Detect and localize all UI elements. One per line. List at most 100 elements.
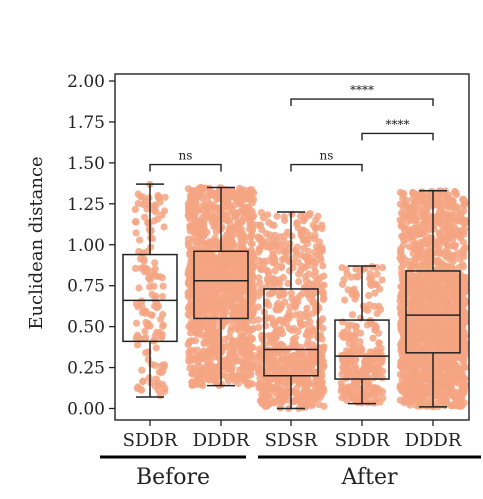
- swarm-point-1: [246, 218, 254, 226]
- swarm-point-4: [453, 368, 462, 376]
- box-1: [193, 186, 249, 387]
- swarm-point-4: [405, 205, 413, 213]
- box-4: [405, 189, 461, 408]
- swarm-point-3: [370, 302, 378, 311]
- swarm-point-1: [206, 362, 214, 370]
- swarm-point-2: [299, 217, 307, 225]
- swarm-point-2: [281, 346, 289, 355]
- swarm-point-1: [218, 223, 226, 231]
- significance-label: ****: [350, 83, 374, 97]
- swarm-point-0: [139, 378, 147, 386]
- swarm-point-2: [318, 221, 326, 229]
- swarm-point-2: [319, 362, 327, 370]
- swarm-point-1: [216, 298, 224, 306]
- swarm-point-1: [225, 204, 233, 212]
- swarm-point-1: [198, 306, 206, 314]
- x-tick-label: SDSR: [265, 430, 318, 451]
- swarm-point-2: [279, 352, 287, 360]
- swarm-point-2: [313, 355, 321, 363]
- y-axis: 0.00 0.25 0.50 0.75 1.00 1.25 1.50 1.75 2.00: [67, 72, 115, 420]
- swarm-point-0: [132, 334, 140, 342]
- swarm-point-0: [136, 236, 144, 244]
- swarm-point-2: [306, 253, 314, 262]
- swarm-point-3: [363, 380, 371, 388]
- swarm-point-4: [422, 389, 431, 397]
- y-tick-label: 0.00: [67, 400, 105, 420]
- swarm-point-4: [412, 272, 421, 280]
- swarm-point-4: [410, 244, 418, 253]
- iqr-box: [193, 250, 249, 320]
- swarm-point-3: [373, 281, 381, 289]
- swarm-point-1: [230, 349, 238, 357]
- swarm-point-2: [266, 243, 274, 251]
- swarm-point-4: [436, 394, 444, 402]
- swarm-point-1: [197, 267, 205, 275]
- swarm-point-1: [195, 326, 204, 334]
- y-tick-label: 0.50: [67, 318, 105, 338]
- swarm-point-1: [204, 249, 212, 257]
- swarm-point-4: [396, 396, 404, 404]
- swarm-point-3: [365, 291, 373, 300]
- swarm-point-4: [462, 279, 470, 287]
- swarm-point-1: [249, 324, 257, 332]
- swarm-point-1: [239, 262, 247, 270]
- swarm-point-2: [281, 298, 289, 306]
- swarm-point-4: [408, 281, 416, 289]
- swarm-point-3: [372, 396, 380, 404]
- swarm-point-1: [213, 339, 221, 347]
- swarm-point-2: [276, 375, 284, 383]
- swarm-point-0: [132, 300, 140, 308]
- swarm-point-0: [156, 392, 164, 400]
- swarm-point-0: [157, 362, 166, 370]
- swarm-point-3: [362, 305, 370, 313]
- swarm-point-0: [132, 319, 141, 327]
- swarm-point-1: [208, 272, 216, 280]
- swarm-point-1: [198, 256, 206, 264]
- swarm-point-1: [223, 235, 231, 243]
- swarm-point-2: [303, 262, 311, 270]
- swarm-point-1: [237, 187, 245, 195]
- swarm-point-2: [309, 341, 317, 349]
- swarm-point-1: [225, 193, 234, 201]
- swarm-point-1: [235, 366, 244, 374]
- swarm-point-2: [319, 288, 327, 296]
- swarm-point-4: [441, 227, 449, 236]
- swarm-point-1: [229, 271, 237, 279]
- swarm-point-2: [279, 319, 287, 327]
- swarm-point-2: [258, 387, 266, 395]
- swarm-point-4: [450, 375, 458, 383]
- swarm-point-2: [283, 249, 291, 257]
- swarm-point-0: [132, 229, 140, 237]
- y-tick-label: 1.50: [67, 154, 105, 174]
- swarm-point-4: [419, 260, 427, 268]
- x-tick-label: SDDR: [335, 430, 390, 451]
- swarm-point-4: [413, 391, 421, 399]
- swarm-point-2: [317, 281, 326, 289]
- swarm-point-4: [411, 369, 419, 377]
- swarm-point-1: [220, 199, 228, 207]
- swarm-point-1: [184, 203, 193, 211]
- swarm-point-1: [231, 194, 240, 202]
- swarm-point-1: [245, 186, 253, 194]
- swarm-point-0: [158, 274, 166, 282]
- swarm-point-2: [262, 266, 270, 274]
- swarm-point-3: [371, 289, 379, 297]
- swarm-point-3: [337, 379, 345, 387]
- swarm-point-4: [429, 277, 437, 285]
- swarm-point-4: [455, 396, 463, 404]
- significance-bracket: [290, 98, 434, 107]
- swarm-point-1: [205, 243, 214, 251]
- swarm-point-4: [459, 238, 467, 246]
- swarm-point-3: [367, 319, 375, 327]
- swarm-point-2: [254, 303, 262, 311]
- swarm-point-0: [142, 334, 150, 342]
- swarm-point-1: [236, 339, 244, 347]
- swarm-point-1: [201, 319, 209, 327]
- swarm-point-4: [447, 224, 455, 232]
- swarm-point-1: [223, 373, 231, 381]
- swarm-point-1: [208, 376, 217, 384]
- swarm-point-4: [396, 254, 404, 262]
- swarm-point-2: [319, 324, 327, 332]
- swarm-point-2: [254, 221, 262, 229]
- y-tick-label: 0.25: [67, 359, 105, 379]
